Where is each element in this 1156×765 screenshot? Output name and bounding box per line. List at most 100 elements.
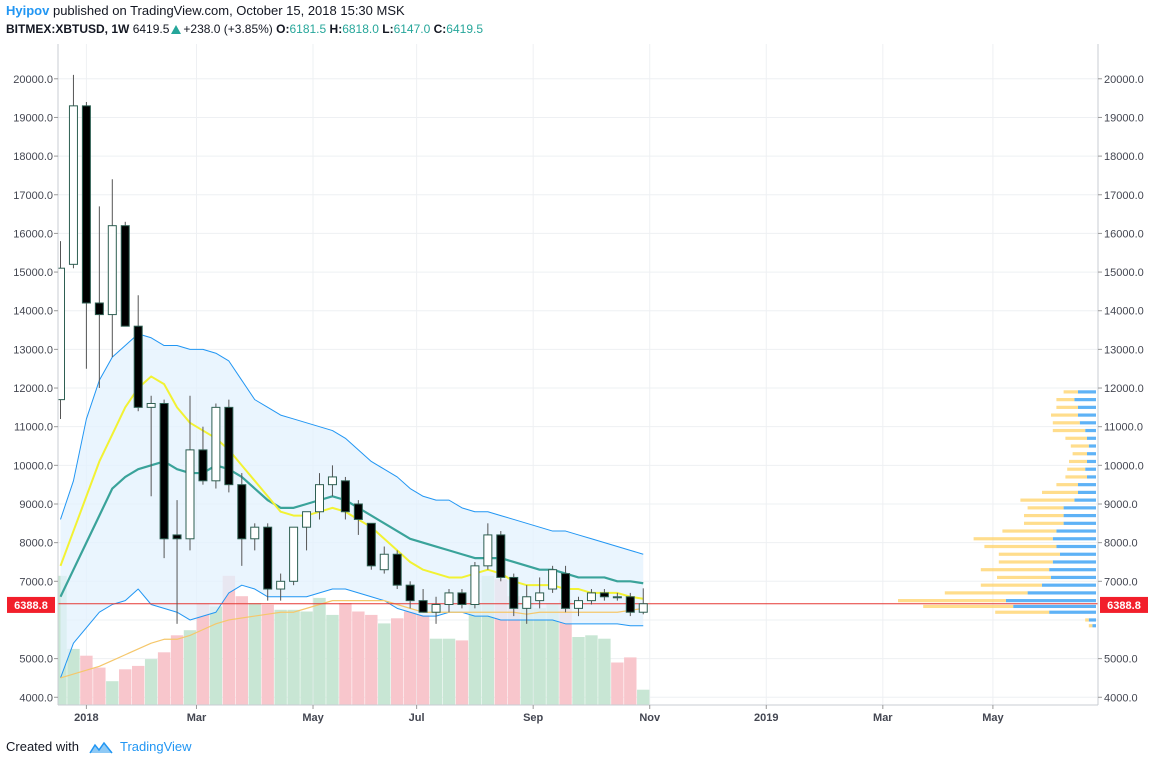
- volume-profile-down: [1088, 624, 1093, 628]
- volume-profile-down: [1002, 529, 1057, 533]
- volume-bar: [352, 611, 365, 705]
- volume-profile-down: [1051, 413, 1078, 417]
- candle: [444, 589, 454, 613]
- candle-body: [58, 267, 65, 401]
- tradingview-link[interactable]: TradingView: [120, 739, 192, 754]
- candle-body: [276, 580, 286, 590]
- candle: [172, 500, 182, 624]
- candle-body: [94, 302, 104, 316]
- candle-body: [237, 484, 247, 540]
- volume-profile-down: [1020, 498, 1075, 502]
- volume-bar: [183, 630, 197, 705]
- candle: [327, 465, 337, 497]
- volume-bar: [520, 603, 533, 705]
- volume-profile-down: [1052, 428, 1086, 433]
- ohlc-header: BITMEX:XBTUSD, 1W 6419.5 +238.0 (+3.85%) …: [6, 22, 483, 36]
- author-name[interactable]: Hyipov: [6, 3, 50, 18]
- x-tick-label: Mar: [873, 712, 893, 724]
- volume-profile-up: [1078, 483, 1096, 487]
- candle: [535, 577, 545, 609]
- volume-bar: [611, 662, 624, 705]
- volume-profile-down: [923, 604, 1014, 609]
- volume-profile-down: [998, 552, 1060, 556]
- volume-profile-up: [1074, 398, 1096, 402]
- candle: [276, 573, 286, 601]
- candle-body: [327, 476, 337, 486]
- candle: [94, 206, 104, 389]
- y-tick-label-right: 11000.0: [1104, 422, 1143, 434]
- y-tick-label-right: 19000.0: [1104, 112, 1144, 124]
- volume-bar: [67, 648, 80, 705]
- candle: [68, 74, 78, 269]
- volume-bar: [235, 596, 248, 705]
- volume-profile-down: [1024, 521, 1064, 525]
- volume-bar: [468, 603, 482, 705]
- volume-profile-up: [1049, 568, 1096, 572]
- volume-bar: [533, 608, 546, 705]
- candle: [431, 596, 441, 624]
- candle: [457, 589, 467, 609]
- candle-body: [509, 576, 519, 609]
- y-tick-label-left: 17000.0: [13, 190, 53, 202]
- volume-profile-up: [1078, 390, 1096, 394]
- volume-bar: [300, 611, 313, 705]
- candle: [625, 592, 635, 617]
- candle-body: [302, 511, 312, 528]
- volume-profile-down: [898, 599, 1006, 603]
- candle-body: [599, 592, 609, 598]
- candle: [224, 399, 234, 493]
- candle: [185, 395, 195, 551]
- volume-profile-down: [1056, 398, 1075, 402]
- volume-bar: [442, 638, 456, 705]
- candle-body: [146, 402, 156, 408]
- volume-bar: [261, 604, 274, 705]
- band-fill: [60, 333, 644, 678]
- volume-bar: [572, 637, 585, 705]
- y-tick-label-right: 16000.0: [1104, 228, 1144, 240]
- candle-body: [263, 526, 273, 590]
- y-tick-label-left: 15000.0: [13, 267, 53, 279]
- volume-bar: [365, 614, 378, 705]
- volume-profile-up: [1060, 552, 1096, 556]
- y-tick-label-left: 11000.0: [14, 422, 53, 434]
- y-tick-label-right: 5000.0: [1104, 654, 1138, 666]
- high-value: 6818.0: [342, 22, 379, 36]
- y-tick-label-right: 8000.0: [1104, 538, 1138, 550]
- candle: [58, 241, 65, 419]
- candle: [366, 522, 376, 570]
- candle-body: [68, 105, 78, 265]
- candle-body: [159, 402, 169, 540]
- close-value: 6419.5: [446, 22, 483, 36]
- y-tick-label-right: 14000.0: [1104, 306, 1144, 318]
- candle-body: [457, 592, 467, 605]
- volume-bar: [222, 575, 236, 705]
- y-tick-label-right: 4000.0: [1104, 692, 1138, 704]
- x-tick-label: May: [302, 712, 324, 724]
- last-price: 6419.5: [132, 22, 170, 36]
- volume-profile-up: [1092, 624, 1096, 628]
- volume-bar: [144, 659, 158, 705]
- publish-header: Hyipov published on TradingView.com, Oct…: [6, 3, 405, 18]
- footer: Created with TradingView: [6, 739, 192, 755]
- candle-body: [431, 603, 441, 613]
- volume-profile-down: [1065, 436, 1087, 440]
- volume-profile-down: [984, 544, 1057, 549]
- candle-body: [392, 553, 402, 586]
- volume-profile-up: [1088, 444, 1096, 448]
- x-tick-label: Jul: [409, 712, 425, 724]
- candle-body: [638, 603, 648, 613]
- volume-profile-down: [1067, 467, 1086, 471]
- volume-profile-down: [1056, 405, 1078, 409]
- candle: [574, 596, 583, 617]
- band-upper-line: [60, 333, 644, 555]
- candle: [353, 500, 363, 535]
- symbol-label: BITMEX:XBTUSD, 1W: [6, 22, 130, 36]
- candle: [302, 511, 312, 551]
- volume-profile-down: [980, 568, 1050, 572]
- y-tick-label-left: 8000.0: [19, 538, 53, 550]
- volume-profile-up: [1087, 459, 1096, 464]
- volume-profile-up: [1087, 436, 1096, 440]
- y-tick-label-right: 12000.0: [1104, 383, 1144, 395]
- volume-profile-up: [1087, 452, 1096, 456]
